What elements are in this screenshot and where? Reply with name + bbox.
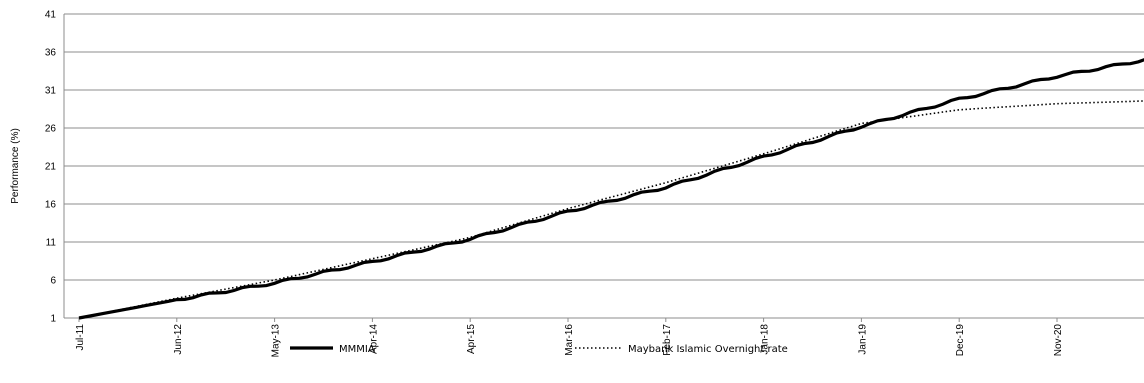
y-axis-title: Performance (%)	[10, 128, 21, 204]
legend-label: MMMIA	[339, 344, 375, 355]
series-line-0	[78, 58, 1144, 320]
x-tick-label: Nov-20	[1053, 324, 1064, 357]
y-tick-label: 6	[50, 276, 56, 287]
legend-label: Maybank Islamic Overnight rate	[628, 344, 788, 355]
y-tick-label: 41	[45, 10, 57, 21]
x-tick-label: Feb-17	[662, 324, 673, 356]
x-tick-label: Mar-16	[564, 324, 575, 356]
x-tick-label: Jun-12	[173, 324, 184, 355]
x-tick-label: May-13	[271, 324, 282, 358]
y-tick-label: 11	[46, 238, 57, 249]
x-tick-label: Jul-11	[75, 324, 86, 351]
x-tick-label: Apr-14	[368, 324, 379, 354]
x-tick-label: Jan-18	[760, 324, 771, 355]
y-tick-label: 31	[45, 86, 57, 97]
x-tick-label: Jan-19	[857, 324, 868, 355]
y-tick-label: 36	[45, 48, 57, 59]
y-tick-label: 26	[45, 124, 57, 135]
x-tick-label: Dec-19	[955, 324, 966, 357]
y-tick-label: 16	[45, 200, 57, 211]
series-line-1	[78, 100, 1144, 319]
x-tick-label: Apr-15	[466, 324, 477, 354]
y-tick-label: 1	[50, 314, 56, 325]
y-tick-label: 21	[45, 162, 57, 173]
